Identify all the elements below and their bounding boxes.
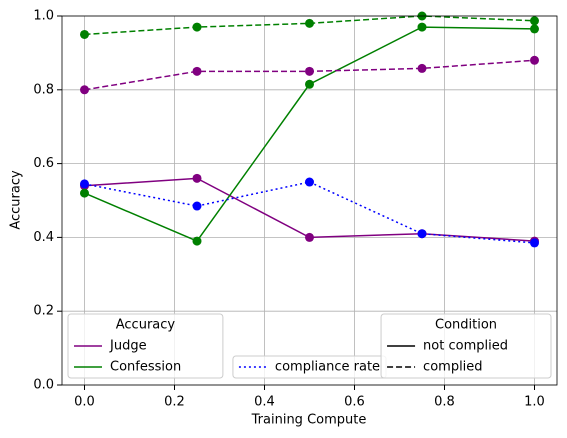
x-tick-label: 0.8 (434, 395, 455, 410)
y-tick-label: 0.0 (33, 378, 54, 393)
point (417, 229, 427, 239)
legend-label: compliance rate (275, 360, 380, 375)
point (305, 18, 314, 28)
point (530, 16, 539, 26)
legend: Condition not complied complied (380, 313, 552, 379)
x-axis-label: Training Compute (251, 413, 367, 428)
legend-title: Accuracy (116, 318, 176, 333)
point (80, 85, 89, 95)
point (192, 22, 202, 32)
series-line (84, 26, 535, 243)
series-line (84, 177, 535, 242)
x-tick-label: 0.0 (74, 395, 95, 410)
x-tick-label: 0.6 (344, 395, 365, 410)
point (530, 24, 539, 34)
x-tick-label: 0.4 (254, 395, 275, 410)
legend-box (67, 313, 224, 379)
point (305, 232, 314, 242)
point (530, 238, 539, 248)
x-tick-label: 0.2 (164, 395, 185, 410)
point (530, 55, 539, 65)
y-axis-label: Accuracy (9, 170, 24, 230)
point (80, 179, 89, 189)
legend: Accuracy Judge Confession (67, 313, 224, 379)
point (192, 173, 202, 183)
legend: compliance rate (232, 355, 387, 379)
legend-label: Confession (110, 360, 181, 375)
point (80, 29, 89, 39)
plot-frame (61, 15, 558, 386)
point (192, 201, 202, 211)
legend-label: complied (423, 360, 483, 375)
legend-label: not complied (423, 339, 508, 354)
point (192, 66, 202, 76)
x-tick-label: 1.0 (524, 395, 545, 410)
y-tick-label: 0.6 (33, 156, 54, 171)
legend-label: Judge (109, 339, 147, 354)
y-tick-label: 0.4 (33, 230, 54, 245)
point (305, 66, 314, 76)
point (417, 22, 427, 32)
point (192, 236, 202, 246)
y-tick-label: 1.0 (33, 9, 54, 24)
point (417, 63, 427, 73)
point (305, 79, 314, 89)
point (305, 177, 314, 187)
series-line (84, 181, 535, 244)
point (80, 188, 89, 198)
y-tick-label: 0.2 (33, 304, 54, 319)
legend-box (380, 313, 552, 379)
legend-title: Condition (435, 318, 497, 333)
y-tick-label: 0.8 (33, 82, 54, 97)
